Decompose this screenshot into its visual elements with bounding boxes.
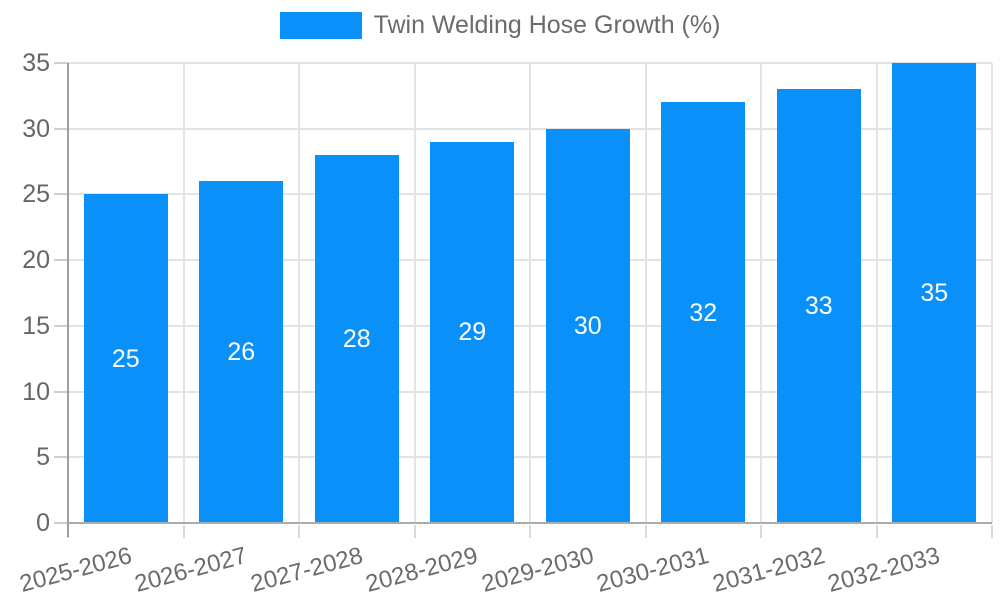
bar[interactable]: [83, 194, 168, 523]
bar-value-label: 29: [458, 318, 487, 347]
gridline-vertical: [644, 63, 647, 523]
gridline-vertical: [875, 63, 878, 523]
legend-swatch: [279, 12, 362, 39]
bar[interactable]: [776, 89, 861, 523]
x-tick: [760, 525, 762, 538]
legend-item[interactable]: Twin Welding Hose Growth (%): [0, 12, 1000, 39]
y-tick: [54, 456, 68, 459]
bar-value-label: 30: [573, 311, 602, 340]
y-tick-label: 10: [22, 377, 50, 406]
gridline-vertical: [760, 63, 762, 523]
y-tick-label: 35: [22, 49, 50, 77]
y-tick-label: 25: [22, 180, 50, 209]
x-tick: [644, 525, 647, 538]
y-tick: [54, 259, 68, 262]
x-axis-line: [68, 522, 992, 524]
y-tick-label: 20: [22, 246, 50, 275]
x-tick: [529, 525, 531, 538]
bar[interactable]: [545, 128, 630, 523]
gridline-vertical: [413, 63, 416, 523]
legend-label: Twin Welding Hose Growth (%): [373, 11, 721, 39]
bar-value-label: 26: [227, 338, 256, 367]
x-tick: [298, 525, 300, 538]
bar[interactable]: [430, 141, 515, 523]
y-tick-label: 5: [36, 443, 50, 472]
x-tick: [875, 525, 878, 538]
bar-value-label: 33: [804, 292, 833, 321]
bar[interactable]: [199, 181, 284, 523]
y-tick: [54, 390, 68, 393]
y-tick-label: 0: [36, 509, 50, 537]
y-tick: [54, 324, 68, 327]
bar-value-label: 35: [920, 279, 949, 307]
y-tick: [54, 193, 68, 196]
gridline-vertical: [298, 63, 300, 523]
gridline-vertical: [529, 63, 531, 523]
bar[interactable]: [661, 102, 746, 523]
x-tick: [413, 525, 416, 538]
bar-value-label: 28: [342, 325, 371, 353]
gridline-vertical: [991, 63, 993, 523]
y-tick-label: 15: [22, 311, 50, 340]
bar[interactable]: [314, 155, 399, 523]
y-tick: [54, 127, 68, 130]
y-tick-label: 30: [22, 114, 50, 143]
bar-value-label: 32: [689, 298, 718, 327]
bar[interactable]: [892, 63, 977, 523]
y-axis-line: [67, 63, 69, 537]
x-tick: [182, 525, 185, 538]
bar-value-label: 25: [111, 344, 140, 373]
gridline-vertical: [182, 63, 185, 523]
x-tick: [991, 525, 993, 538]
y-tick: [54, 522, 68, 524]
y-tick: [54, 62, 68, 64]
